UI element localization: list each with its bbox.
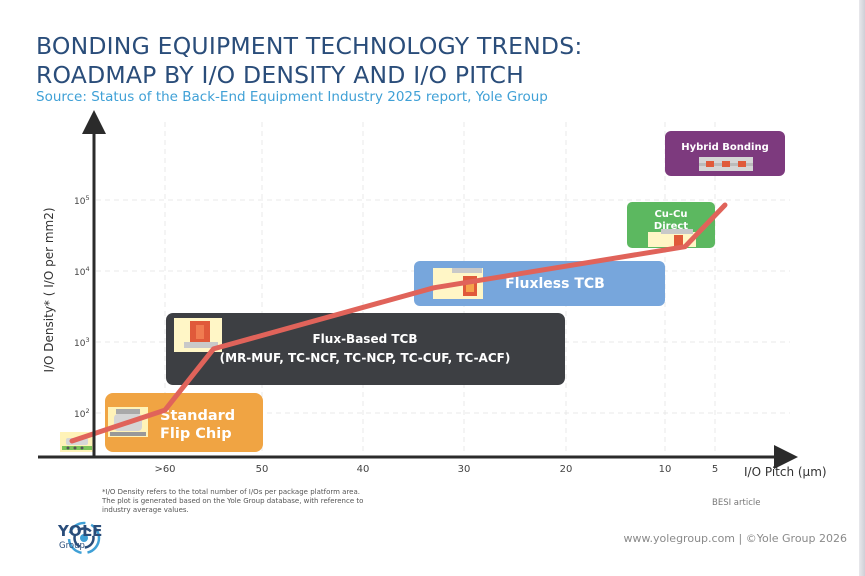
title-line-1: BONDING EQUIPMENT TECHNOLOGY TRENDS: — [36, 32, 583, 60]
y-tick-label: 102 — [74, 407, 90, 420]
y-tick-label: 105 — [74, 194, 90, 207]
chip-icon-hybrid-bonding — [699, 157, 753, 171]
x-tick-label: 40 — [357, 464, 370, 475]
x-tick-label: 5 — [712, 464, 718, 475]
chip-icon-flux-based-tcb — [174, 318, 222, 352]
label-standard-flip-chip-line2: Flip Chip — [160, 426, 232, 442]
label-standard-flip-chip-line1: Standard — [160, 408, 235, 424]
tech-box-flux-based-tcb: Flux-Based TCB (MR-MUF, TC-NCF, TC-NCP, … — [166, 313, 565, 385]
y-tick-label: 103 — [74, 336, 90, 349]
credit-text: BESI article — [712, 498, 761, 508]
copyright[interactable]: www.yolegroup.com | ©Yole Group 2026 — [623, 532, 847, 545]
label-hybrid-bonding: Hybrid Bonding — [681, 142, 769, 153]
page-title: BONDING EQUIPMENT TECHNOLOGY TRENDS: ROA… — [36, 32, 582, 90]
x-tick-label: 20 — [560, 464, 573, 475]
label-cu-cu-direct-line1: Cu-Cu — [654, 209, 687, 220]
chip-icon-cu-cu-direct — [648, 229, 696, 247]
x-tick-label: 30 — [458, 464, 471, 475]
label-cu-cu-direct-line2: Direct — [654, 221, 688, 232]
title-line-2: ROADMAP BY I/O DENSITY AND I/O PITCH — [36, 61, 524, 89]
x-tick-labels: >60 50 40 30 20 10 5 — [154, 464, 718, 475]
trend-line — [69, 202, 728, 444]
y-tick-labels: 102 103 104 105 — [74, 194, 90, 420]
y-axis-label: I/O Density* ( I/O per mm2) — [42, 207, 56, 372]
slide-edge — [859, 0, 865, 576]
x-tick-label: >60 — [154, 464, 175, 475]
logo-name[interactable]: YOLE — [58, 522, 103, 540]
footnote-line-1: *I/O Density refers to the total number … — [102, 488, 360, 496]
x-tick-label: 10 — [659, 464, 672, 475]
y-tick-label: 104 — [74, 265, 90, 278]
label-flux-based-tcb-line1: Flux-Based TCB — [312, 332, 417, 346]
x-axis-label: I/O Pitch (µm) — [744, 465, 827, 479]
label-flux-based-tcb-line2: (MR-MUF, TC-NCF, TC-NCP, TC-CUF, TC-ACF) — [220, 351, 511, 365]
x-tick-label: 50 — [256, 464, 269, 475]
logo-subtitle: Group — [59, 541, 85, 551]
source-subtitle: Source: Status of the Back-End Equipment… — [36, 89, 548, 105]
yole-logo-icon[interactable] — [24, 520, 144, 556]
footnote: *I/O Density refers to the total number … — [102, 488, 402, 515]
tech-box-hybrid-bonding: Hybrid Bonding — [665, 131, 785, 176]
footnote-line-3: industry average values. — [102, 506, 189, 514]
footnote-line-2: The plot is generated based on the Yole … — [102, 497, 364, 505]
label-fluxless-tcb: Fluxless TCB — [505, 276, 605, 292]
